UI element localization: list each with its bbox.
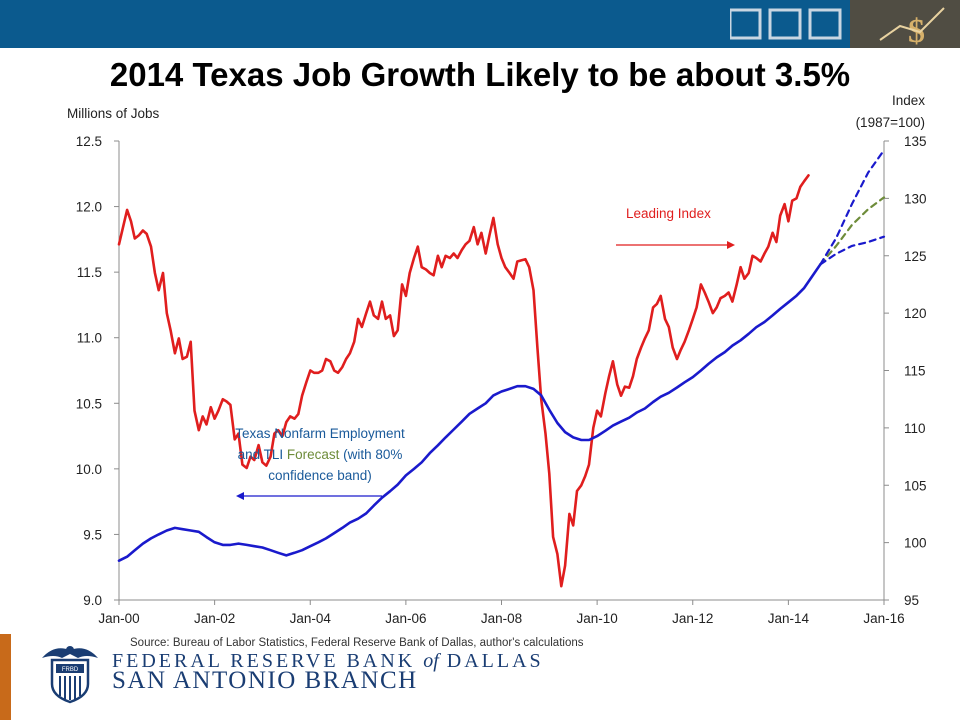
- right-axis-title-line1: Index: [892, 93, 925, 108]
- right-y-tick-label: 105: [904, 478, 927, 493]
- left-y-tick-label: 12.5: [76, 134, 102, 149]
- left-y-tick-label: 10.5: [76, 396, 102, 411]
- series-line-80-confidence-band-lower: [819, 235, 886, 266]
- employment-annotation-line3: confidence band): [268, 468, 372, 483]
- branch-name: SAN ANTONIO BRANCH: [112, 667, 418, 694]
- banner-box-icon: [768, 8, 802, 40]
- slide-title: 2014 Texas Job Growth Likely to be about…: [109, 56, 851, 93]
- right-y-tick-label: 120: [904, 306, 927, 321]
- banner-box-icon: [730, 8, 762, 40]
- x-tick-label: Jan-06: [385, 611, 426, 626]
- right-y-tick-label: 100: [904, 536, 927, 551]
- bank-name: FEDERAL RESERVE BANK of DALLAS: [112, 650, 544, 673]
- x-tick-label: Jan-12: [672, 611, 713, 626]
- bank-name-of: of: [423, 650, 439, 672]
- series-line-texas-nonfarm-employment: [117, 263, 822, 562]
- employment-annotation-forecast: Forecast: [287, 447, 340, 462]
- bank-name-prefix: FEDERAL RESERVE BANK: [112, 650, 424, 672]
- right-y-tick-label: 115: [904, 364, 926, 379]
- left-y-tick-label: 11.0: [77, 331, 102, 346]
- banner-box-icon: [808, 8, 842, 40]
- x-tick-label: Jan-02: [194, 611, 235, 626]
- x-tick-label: Jan-16: [863, 611, 904, 626]
- employment-annotation-line1: Texas Nonfarm Employment: [235, 426, 405, 441]
- x-tick-label: Jan-10: [576, 611, 617, 626]
- banner-photo-icon: [850, 0, 960, 48]
- employment-arrowhead-icon: [236, 492, 244, 500]
- top-banner: $: [0, 0, 960, 48]
- finance-banner-art: $: [730, 0, 960, 48]
- x-tick-label: Jan-08: [481, 611, 522, 626]
- right-y-tick-label: 95: [904, 593, 919, 608]
- x-tick-label: Jan-04: [290, 611, 332, 626]
- leading-index-arrowhead-icon: [727, 241, 735, 249]
- right-y-tick-label: 125: [904, 249, 927, 264]
- left-y-tick-label: 9.0: [83, 593, 102, 608]
- right-y-tick-label: 110: [904, 421, 926, 436]
- employment-annotation-line2: and TLI Forecast (with 80%: [238, 447, 403, 462]
- right-y-tick-label: 130: [904, 191, 927, 206]
- federal-reserve-seal-icon: FRBD: [42, 646, 98, 704]
- left-accent-stripe: [0, 634, 11, 720]
- left-axis-title: Millions of Jobs: [67, 106, 160, 121]
- x-tick-label: Jan-00: [98, 611, 139, 626]
- left-y-tick-label: 9.5: [83, 527, 102, 542]
- source-note: Source: Bureau of Labor Statistics, Fede…: [130, 637, 584, 649]
- right-axis-title-line2: (1987=100): [856, 115, 925, 130]
- x-tick-label: Jan-14: [768, 611, 810, 626]
- series-layer: [117, 149, 886, 588]
- series-line-80-confidence-band-upper: [819, 149, 886, 266]
- left-y-tick-label: 12.0: [76, 200, 102, 215]
- left-y-tick-label: 10.0: [76, 462, 102, 477]
- seal-text: FRBD: [62, 667, 79, 673]
- left-y-tick-label: 11.5: [77, 265, 102, 280]
- leading-index-annotation: Leading Index: [626, 206, 711, 221]
- employment-annotation-part-b: (with 80%: [339, 447, 402, 462]
- series-line-leading-index: [117, 174, 810, 588]
- trend-arrow-icon: [879, 7, 945, 41]
- employment-annotation-part-a: and TLI: [238, 447, 287, 462]
- bank-name-suffix: DALLAS: [438, 650, 544, 672]
- series-line-tli-forecast: [819, 196, 886, 266]
- right-y-tick-label: 135: [904, 134, 927, 149]
- axes-layer: 9.0 9.5 10.0 10.5 11.0 11.5 12.0 12.5 95 100 105 11…: [76, 134, 927, 626]
